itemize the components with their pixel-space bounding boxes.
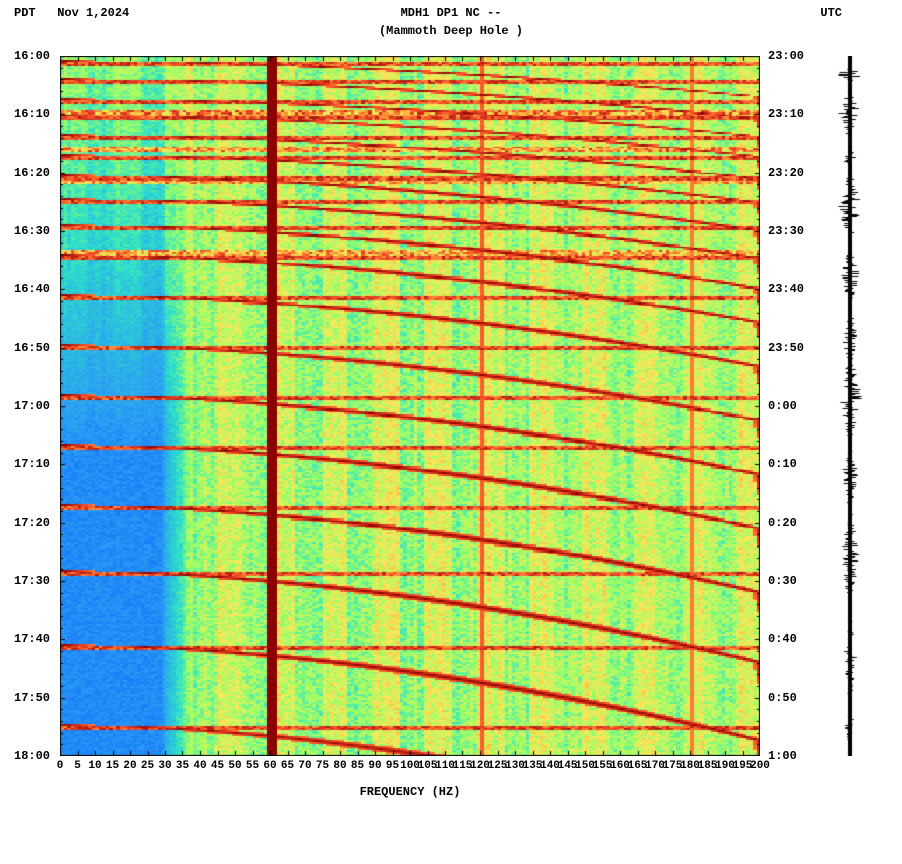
ytick-right: 0:00 [768,399,797,413]
ytick-left: 17:30 [14,574,50,588]
ytick-right: 0:10 [768,457,797,471]
ytick-left: 16:00 [14,49,50,63]
ytick-right: 23:00 [768,49,804,63]
ytick-left: 17:10 [14,457,50,471]
ytick-left: 17:50 [14,691,50,705]
ytick-left: 17:40 [14,632,50,646]
ytick-right: 23:40 [768,282,804,296]
ytick-right: 23:50 [768,341,804,355]
ytick-left: 16:40 [14,282,50,296]
ytick-right: 23:30 [768,224,804,238]
ytick-right: 1:00 [768,749,797,763]
ytick-left: 16:50 [14,341,50,355]
ytick-left: 17:00 [14,399,50,413]
ytick-right: 0:50 [768,691,797,705]
ytick-right: 0:30 [768,574,797,588]
ytick-left: 17:20 [14,516,50,530]
xtick: 200 [750,760,770,772]
ytick-right: 23:10 [768,107,804,121]
spectrogram-plot [60,56,760,756]
ytick-left: 16:20 [14,166,50,180]
page: PDT Nov 1,2024 MDH1 DP1 NC -- UTC (Mammo… [0,0,902,864]
title: MDH1 DP1 NC -- [0,6,902,20]
tz-right: UTC [820,6,842,20]
ytick-left: 16:30 [14,224,50,238]
ytick-right: 0:40 [768,632,797,646]
ytick-right: 23:20 [768,166,804,180]
seismogram-plot [820,56,880,756]
ytick-right: 0:20 [768,516,797,530]
ytick-left: 16:10 [14,107,50,121]
seismogram-canvas [820,56,880,756]
spectrogram-canvas [60,56,760,756]
subtitle: (Mammoth Deep Hole ) [0,24,902,38]
x-label: FREQUENCY (HZ) [60,785,760,799]
ytick-left: 18:00 [14,749,50,763]
